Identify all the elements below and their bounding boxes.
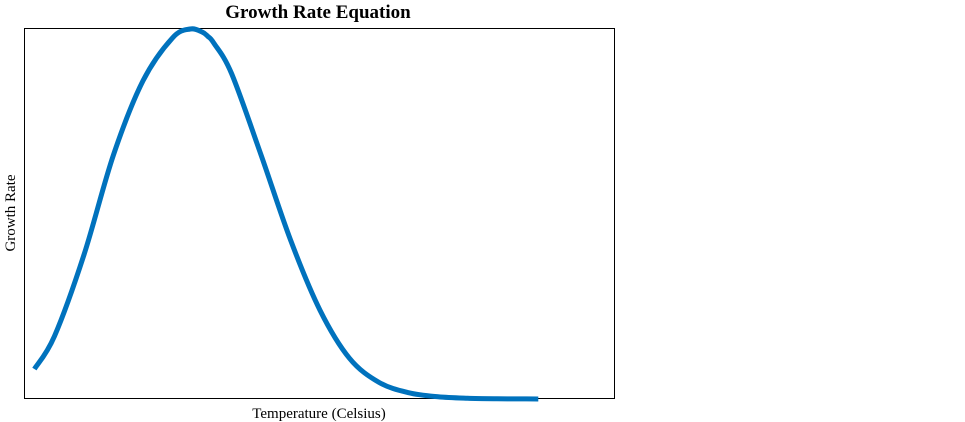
series-layer: [32, 26, 539, 402]
chart-title: Growth Rate Equation: [225, 2, 411, 23]
series-line-0: [32, 26, 539, 402]
y-axis-label: Growth Rate: [3, 174, 19, 251]
plot-area-frame: [24, 28, 615, 399]
x-axis-label: Temperature (Celsius): [252, 406, 385, 422]
